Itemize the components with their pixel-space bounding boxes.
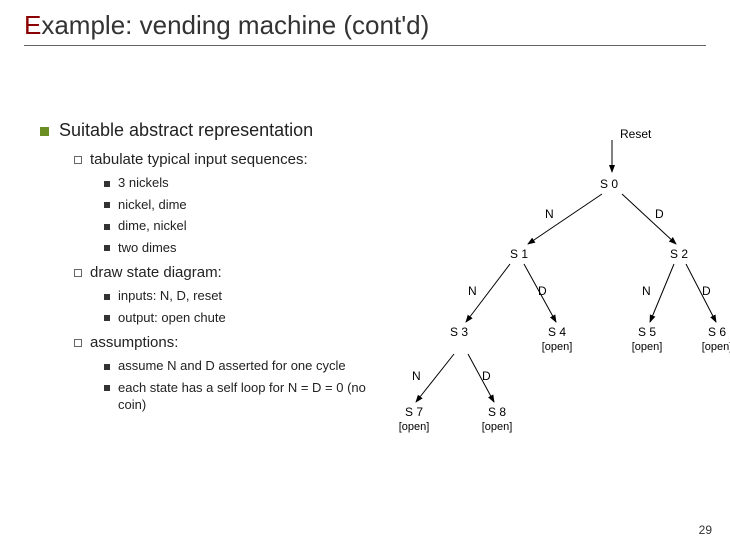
node-s6: S 6 [open] xyxy=(695,326,730,354)
node-s7: S 7 [open] xyxy=(392,406,436,434)
q1-item-text: nickel, dime xyxy=(118,196,378,214)
bullet-small-icon xyxy=(104,181,110,187)
open-label: [open] xyxy=(542,341,573,353)
bullet-small-icon xyxy=(104,294,110,300)
node-s4-label: S 4 xyxy=(548,325,566,339)
outline-q3: assumptions: xyxy=(74,334,420,351)
q1-item-text: dime, nickel xyxy=(118,217,378,235)
node-s5-label: S 5 xyxy=(638,325,656,339)
q1-item: two dimes xyxy=(104,239,420,257)
q3-item-text: assume N and D asserted for one cycle xyxy=(118,357,378,375)
node-s5: S 5 [open] xyxy=(625,326,669,354)
edge-label: D xyxy=(655,208,664,222)
q1-item: nickel, dime xyxy=(104,196,420,214)
diagram-svg xyxy=(380,120,720,500)
q1-item-text: 3 nickels xyxy=(118,174,378,192)
bullet-small-icon xyxy=(104,364,110,370)
node-s6-label: S 6 xyxy=(708,325,726,339)
open-label: [open] xyxy=(632,341,663,353)
q2-text: draw state diagram: xyxy=(90,264,222,281)
edge-s3-s7 xyxy=(416,354,454,402)
bullet-square-icon xyxy=(40,127,49,136)
edge-s0-s2 xyxy=(622,194,676,244)
state-diagram: Reset S 0 S 1 S 2 S 3 S 4 [open] S 5 [op… xyxy=(380,120,720,500)
q2-item: output: open chute xyxy=(104,309,420,327)
edge-label: N xyxy=(412,370,421,384)
q1-text: tabulate typical input sequences: xyxy=(90,151,308,168)
title-underline xyxy=(24,45,706,46)
node-s3: S 3 xyxy=(450,326,468,340)
slide-number: 29 xyxy=(699,523,712,537)
edge-label: D xyxy=(538,285,547,299)
node-s8-label: S 8 xyxy=(488,405,506,419)
q2-item-text: inputs: N, D, reset xyxy=(118,287,378,305)
bullet-small-icon xyxy=(104,315,110,321)
open-label: [open] xyxy=(702,341,730,353)
q3-item: each state has a self loop for N = D = 0… xyxy=(104,379,420,414)
outline-q2: draw state diagram: xyxy=(74,264,420,281)
bullet-hollow-icon xyxy=(74,156,82,164)
q1-item: dime, nickel xyxy=(104,217,420,235)
edge-label: N xyxy=(468,285,477,299)
slide-title: Example: vending machine (cont'd) xyxy=(0,0,730,45)
q1-item: 3 nickels xyxy=(104,174,420,192)
outline-lvl1: Suitable abstract representation xyxy=(40,120,420,141)
bullet-small-icon xyxy=(104,385,110,391)
bullet-small-icon xyxy=(104,202,110,208)
node-s1: S 1 xyxy=(510,248,528,262)
bullet-hollow-icon xyxy=(74,339,82,347)
q1-item-text: two dimes xyxy=(118,239,378,257)
edge-s2-s6 xyxy=(686,264,716,322)
title-accent: E xyxy=(24,10,41,40)
edge-label: N xyxy=(642,285,651,299)
bullet-small-icon xyxy=(104,224,110,230)
edge-s0-s1 xyxy=(528,194,602,244)
reset-label: Reset xyxy=(620,128,651,142)
lvl1-text: Suitable abstract representation xyxy=(59,120,313,140)
open-label: [open] xyxy=(399,421,430,433)
node-s7-label: S 7 xyxy=(405,405,423,419)
node-s0: S 0 xyxy=(600,178,618,192)
edge-s2-s5 xyxy=(650,264,674,322)
bullet-small-icon xyxy=(104,245,110,251)
node-s2: S 2 xyxy=(670,248,688,262)
outline-q1: tabulate typical input sequences: xyxy=(74,151,420,168)
node-s8: S 8 [open] xyxy=(475,406,519,434)
edge-label: D xyxy=(702,285,711,299)
q2-item: inputs: N, D, reset xyxy=(104,287,420,305)
outline: Suitable abstract representation tabulat… xyxy=(40,120,420,418)
edge-label: N xyxy=(545,208,554,222)
edge-label: D xyxy=(482,370,491,384)
title-rest: xample: vending machine (cont'd) xyxy=(41,10,429,40)
q2-item-text: output: open chute xyxy=(118,309,378,327)
q3-text: assumptions: xyxy=(90,334,178,351)
bullet-hollow-icon xyxy=(74,269,82,277)
open-label: [open] xyxy=(482,421,513,433)
q3-item-text: each state has a self loop for N = D = 0… xyxy=(118,379,378,414)
q3-item: assume N and D asserted for one cycle xyxy=(104,357,420,375)
node-s4: S 4 [open] xyxy=(535,326,579,354)
